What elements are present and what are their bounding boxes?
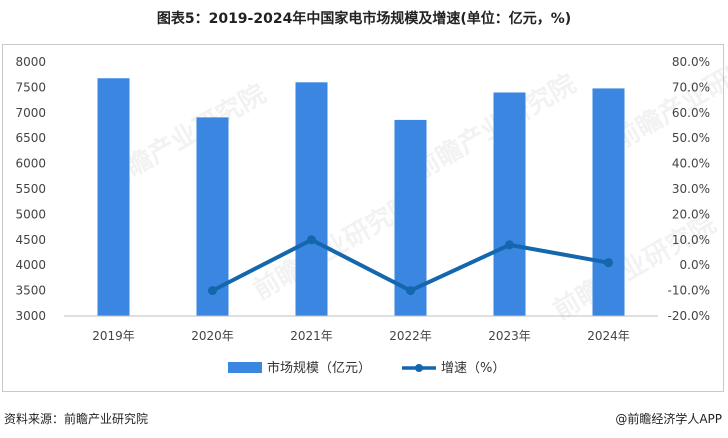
- growth-line-layer: [208, 235, 613, 296]
- x-tick-label: 2024年: [587, 329, 630, 343]
- bar-2019年: [97, 78, 130, 316]
- y-left-tick-label: 7000: [15, 106, 46, 120]
- y-left-tick-label: 7500: [15, 80, 46, 94]
- x-tick-label: 2021年: [290, 329, 333, 343]
- growth-point-2024年: [604, 258, 613, 268]
- y-left-tick-label: 4000: [15, 258, 46, 272]
- x-tick-label: 2020年: [191, 329, 234, 343]
- y-left-tick-label: 5000: [15, 207, 46, 221]
- bar-2023年: [493, 92, 526, 316]
- credit-note: @前瞻经济学人APP: [615, 412, 722, 426]
- growth-point-2023年: [505, 240, 514, 250]
- bar-2021年: [295, 82, 328, 316]
- legend-swatch-bar: [228, 362, 262, 373]
- y-right-tick-label: -10.0%: [668, 284, 710, 298]
- y-left-tick-label: 3500: [15, 284, 46, 298]
- y-left-tick-label: 5500: [15, 182, 46, 196]
- y-right-tick-label: 30.0%: [672, 182, 710, 196]
- bar-2024年: [592, 88, 625, 316]
- legend: 市场规模（亿元） 增速（%）: [228, 360, 505, 376]
- y-left-tick-label: 6500: [15, 131, 46, 145]
- growth-point-2022年: [406, 286, 415, 296]
- watermark-text: 前瞻产业研究院: [608, 38, 728, 156]
- growth-point-2020年: [208, 286, 217, 296]
- y-left-tick-label: 4500: [15, 233, 46, 247]
- y-right-tick-label: 20.0%: [672, 207, 710, 221]
- x-tick-label: 2022年: [389, 329, 432, 343]
- growth-point-2021年: [307, 235, 316, 245]
- y-right-tick-label: 0.0%: [680, 258, 711, 272]
- y-right-tick-label: 80.0%: [672, 55, 710, 69]
- y-left-tick-label: 8000: [15, 55, 46, 69]
- y-left-tick-label: 6000: [15, 157, 46, 171]
- legend-label-bar: 市场规模（亿元）: [267, 360, 371, 376]
- x-tick-label: 2019年: [92, 329, 135, 343]
- y-right-tick-label: 50.0%: [672, 131, 710, 145]
- y-right-tick-label: -20.0%: [668, 309, 710, 323]
- legend-swatch-marker: [415, 364, 423, 372]
- y-right-tick-label: 60.0%: [672, 106, 710, 120]
- x-tick-label: 2023年: [488, 329, 531, 343]
- bars: [97, 78, 625, 316]
- axes: 3000 3500 4000 4500 5000 5500 6000 6500 7000 7500…: [15, 55, 710, 343]
- source-note: 资料来源：前瞻产业研究院: [4, 412, 149, 426]
- y-right-tick-label: 40.0%: [672, 157, 710, 171]
- chart-title: 图表5：2019-2024年中国家电市场规模及增速(单位：亿元，%): [156, 11, 572, 27]
- y-right-tick-label: 70.0%: [672, 80, 710, 94]
- legend-label-line: 增速（%）: [441, 361, 505, 376]
- y-left-tick-label: 3000: [15, 309, 46, 323]
- y-right-tick-label: 10.0%: [672, 233, 710, 247]
